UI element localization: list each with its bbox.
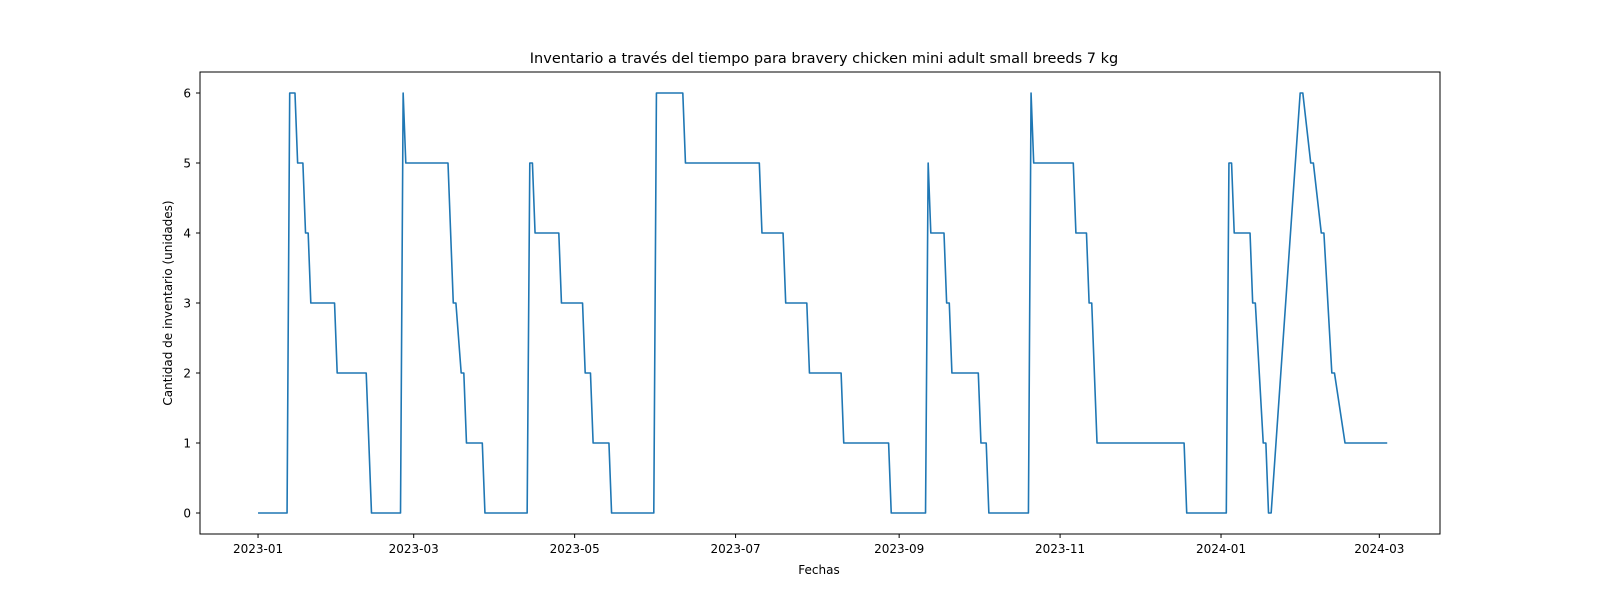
y-tick-label: 0: [183, 507, 191, 521]
y-tick-label: 3: [183, 297, 191, 311]
x-tick-label: 2023-01: [233, 542, 283, 556]
series-layer: [258, 92, 1388, 514]
x-axis-label: Fechas: [798, 563, 839, 577]
y-tick-label: 6: [183, 87, 191, 101]
x-tick-label: 2023-05: [550, 542, 600, 556]
plot-area: [199, 71, 1441, 535]
y-tick-label: 5: [183, 157, 191, 171]
x-tick-label: 2023-09: [874, 542, 924, 556]
x-tick-label: 2024-03: [1354, 542, 1404, 556]
y-tick-label: 4: [183, 227, 191, 241]
y-tick-label: 1: [183, 437, 191, 451]
chart-title: Inventario a través del tiempo para brav…: [530, 51, 1118, 67]
x-tick-label: 2024-01: [1196, 542, 1246, 556]
x-tick-label: 2023-07: [711, 542, 761, 556]
inventory-series-line: [258, 92, 1388, 514]
x-tick-label: 2023-11: [1035, 542, 1085, 556]
x-tick-label: 2023-03: [389, 542, 439, 556]
y-axis: 0 1 2 3 4 5 6: [183, 87, 200, 521]
x-axis: 2023-01 2023-03 2023-05 2023-07 2023-09 2023-…: [233, 534, 1404, 556]
y-axis-label: Cantidad de inventario (unidades): [161, 200, 175, 405]
y-tick-label: 2: [183, 367, 191, 381]
